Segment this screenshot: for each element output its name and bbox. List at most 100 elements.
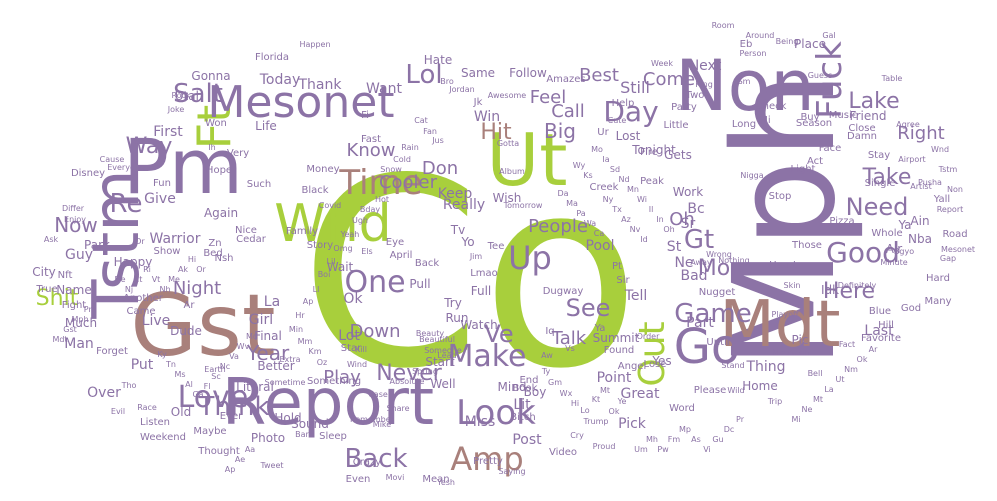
cloud-word: Win [473, 109, 501, 125]
cloud-word: Pm [83, 305, 97, 314]
cloud-word: Part [686, 315, 714, 331]
cloud-word: Case [368, 390, 388, 399]
cloud-word: Ia [602, 155, 610, 164]
cloud-word: Same [460, 66, 496, 80]
cloud-word: Happen [299, 40, 331, 49]
cloud-word: Light [790, 164, 816, 175]
cloud-word: Il [648, 205, 654, 214]
cloud-word: Idk [820, 283, 840, 297]
cloud-word: Act [806, 156, 824, 167]
cloud-word: Wait [326, 260, 354, 274]
cloud-word: Minute [880, 258, 908, 267]
cloud-word: Many [924, 296, 952, 307]
cloud-word: Pick [618, 416, 646, 432]
cloud-word: Room [711, 21, 735, 30]
cloud-word: Gm [548, 378, 562, 387]
cloud-word: Hi [187, 255, 197, 264]
cloud-word: Lol [405, 60, 443, 90]
cloud-word: Favorite [861, 333, 901, 344]
cloud-word: Weekend [140, 432, 186, 443]
cloud-word: Thought [198, 446, 240, 457]
cloud-word: Check [755, 101, 787, 112]
cloud-word: Mn [627, 185, 639, 194]
cloud-word: Ms [174, 370, 186, 379]
cloud-word: Pw [657, 445, 669, 454]
cloud-word: Gets [664, 148, 692, 162]
cloud-word: Pizza [829, 216, 855, 227]
cloud-word: Oz [316, 358, 328, 367]
cloud-word: Ya [594, 323, 606, 334]
cloud-word: Va [229, 352, 239, 361]
cloud-word: Aw [541, 351, 553, 360]
cloud-word: Album [499, 167, 525, 176]
cloud-word: Back [414, 258, 440, 269]
cloud-word: Hr [295, 311, 305, 320]
cloud-word: Wind [346, 360, 368, 369]
cloud-word: In [656, 215, 664, 224]
cloud-word: Nothing [718, 256, 750, 265]
cloud-word: Full [470, 284, 492, 298]
cloud-word: Cry [570, 431, 584, 440]
cloud-word: Friend [849, 109, 887, 123]
cloud-word: Way [125, 134, 173, 159]
cloud-word: Face [818, 143, 842, 154]
cloud-word: Cooler [378, 172, 438, 193]
cloud-word: Lose [643, 359, 667, 370]
cloud-word: Proud [592, 442, 616, 451]
cloud-word: Ok [856, 355, 868, 364]
cloud-word: Al [185, 380, 193, 389]
cloud-word: Az [621, 215, 631, 224]
cloud-word: Road [942, 229, 968, 240]
cloud-word: Mo [591, 145, 603, 154]
cloud-word: Mind [497, 380, 527, 394]
cloud-word: Music [828, 110, 858, 121]
cloud-word: Mp [679, 425, 691, 434]
cloud-word: Mi [759, 115, 771, 126]
cloud-word: Photo [250, 431, 286, 445]
cloud-word: Enjoy [64, 215, 86, 224]
cloud-word: Even [345, 474, 371, 485]
cloud-word: Cause [99, 155, 125, 164]
cloud-word: Buy [800, 112, 820, 123]
cloud-word: Watch [460, 318, 498, 332]
cloud-word: Thing [746, 359, 786, 375]
cloud-word: Yesh [437, 478, 455, 487]
cloud-word: Km [308, 347, 322, 356]
cloud-word: Thank [298, 77, 342, 93]
cloud-word: Tomorrow [503, 201, 543, 210]
cloud-word: Kill [355, 345, 367, 354]
cloud-word: Black [301, 185, 329, 196]
cloud-word: Well [430, 377, 456, 391]
cloud-word: Better [257, 359, 295, 373]
cloud-word: Playoff [771, 310, 799, 319]
cloud-word: Saying [498, 467, 526, 476]
cloud-word: Sleep [319, 431, 347, 442]
cloud-word: Word [669, 403, 695, 414]
cloud-word: Dude [170, 324, 202, 338]
cloud-word: Air [885, 242, 903, 256]
cloud-word: Mph [71, 315, 89, 324]
cloud-word: More [697, 256, 753, 281]
cloud-word: Hill [878, 320, 894, 331]
cloud-word: Lil [326, 257, 336, 266]
cloud-word: Lit [513, 397, 531, 413]
cloud-word: Mesonet [207, 77, 395, 128]
cloud-word: Wx [559, 389, 573, 398]
cloud-word: Pm [123, 122, 243, 211]
cloud-word: Tn [166, 360, 176, 369]
cloud-word: True [36, 284, 58, 295]
cloud-word: Down [349, 321, 401, 342]
cloud-word: Star [340, 343, 362, 354]
cloud-word: Hard [926, 273, 950, 284]
cloud-word: Another [123, 293, 163, 304]
cloud-word: Good [826, 236, 900, 269]
cloud-word: Fan [423, 127, 437, 136]
cloud-word: People [528, 216, 588, 237]
cloud-word: Omg [333, 244, 353, 253]
cloud-word: Home [742, 379, 778, 393]
cloud-word: Bell [807, 369, 823, 378]
cloud-word: Hate [423, 53, 453, 67]
cloud-word: Ga [192, 390, 204, 399]
cloud-word: Bday [359, 205, 381, 214]
cloud-word: Damn [847, 131, 877, 142]
